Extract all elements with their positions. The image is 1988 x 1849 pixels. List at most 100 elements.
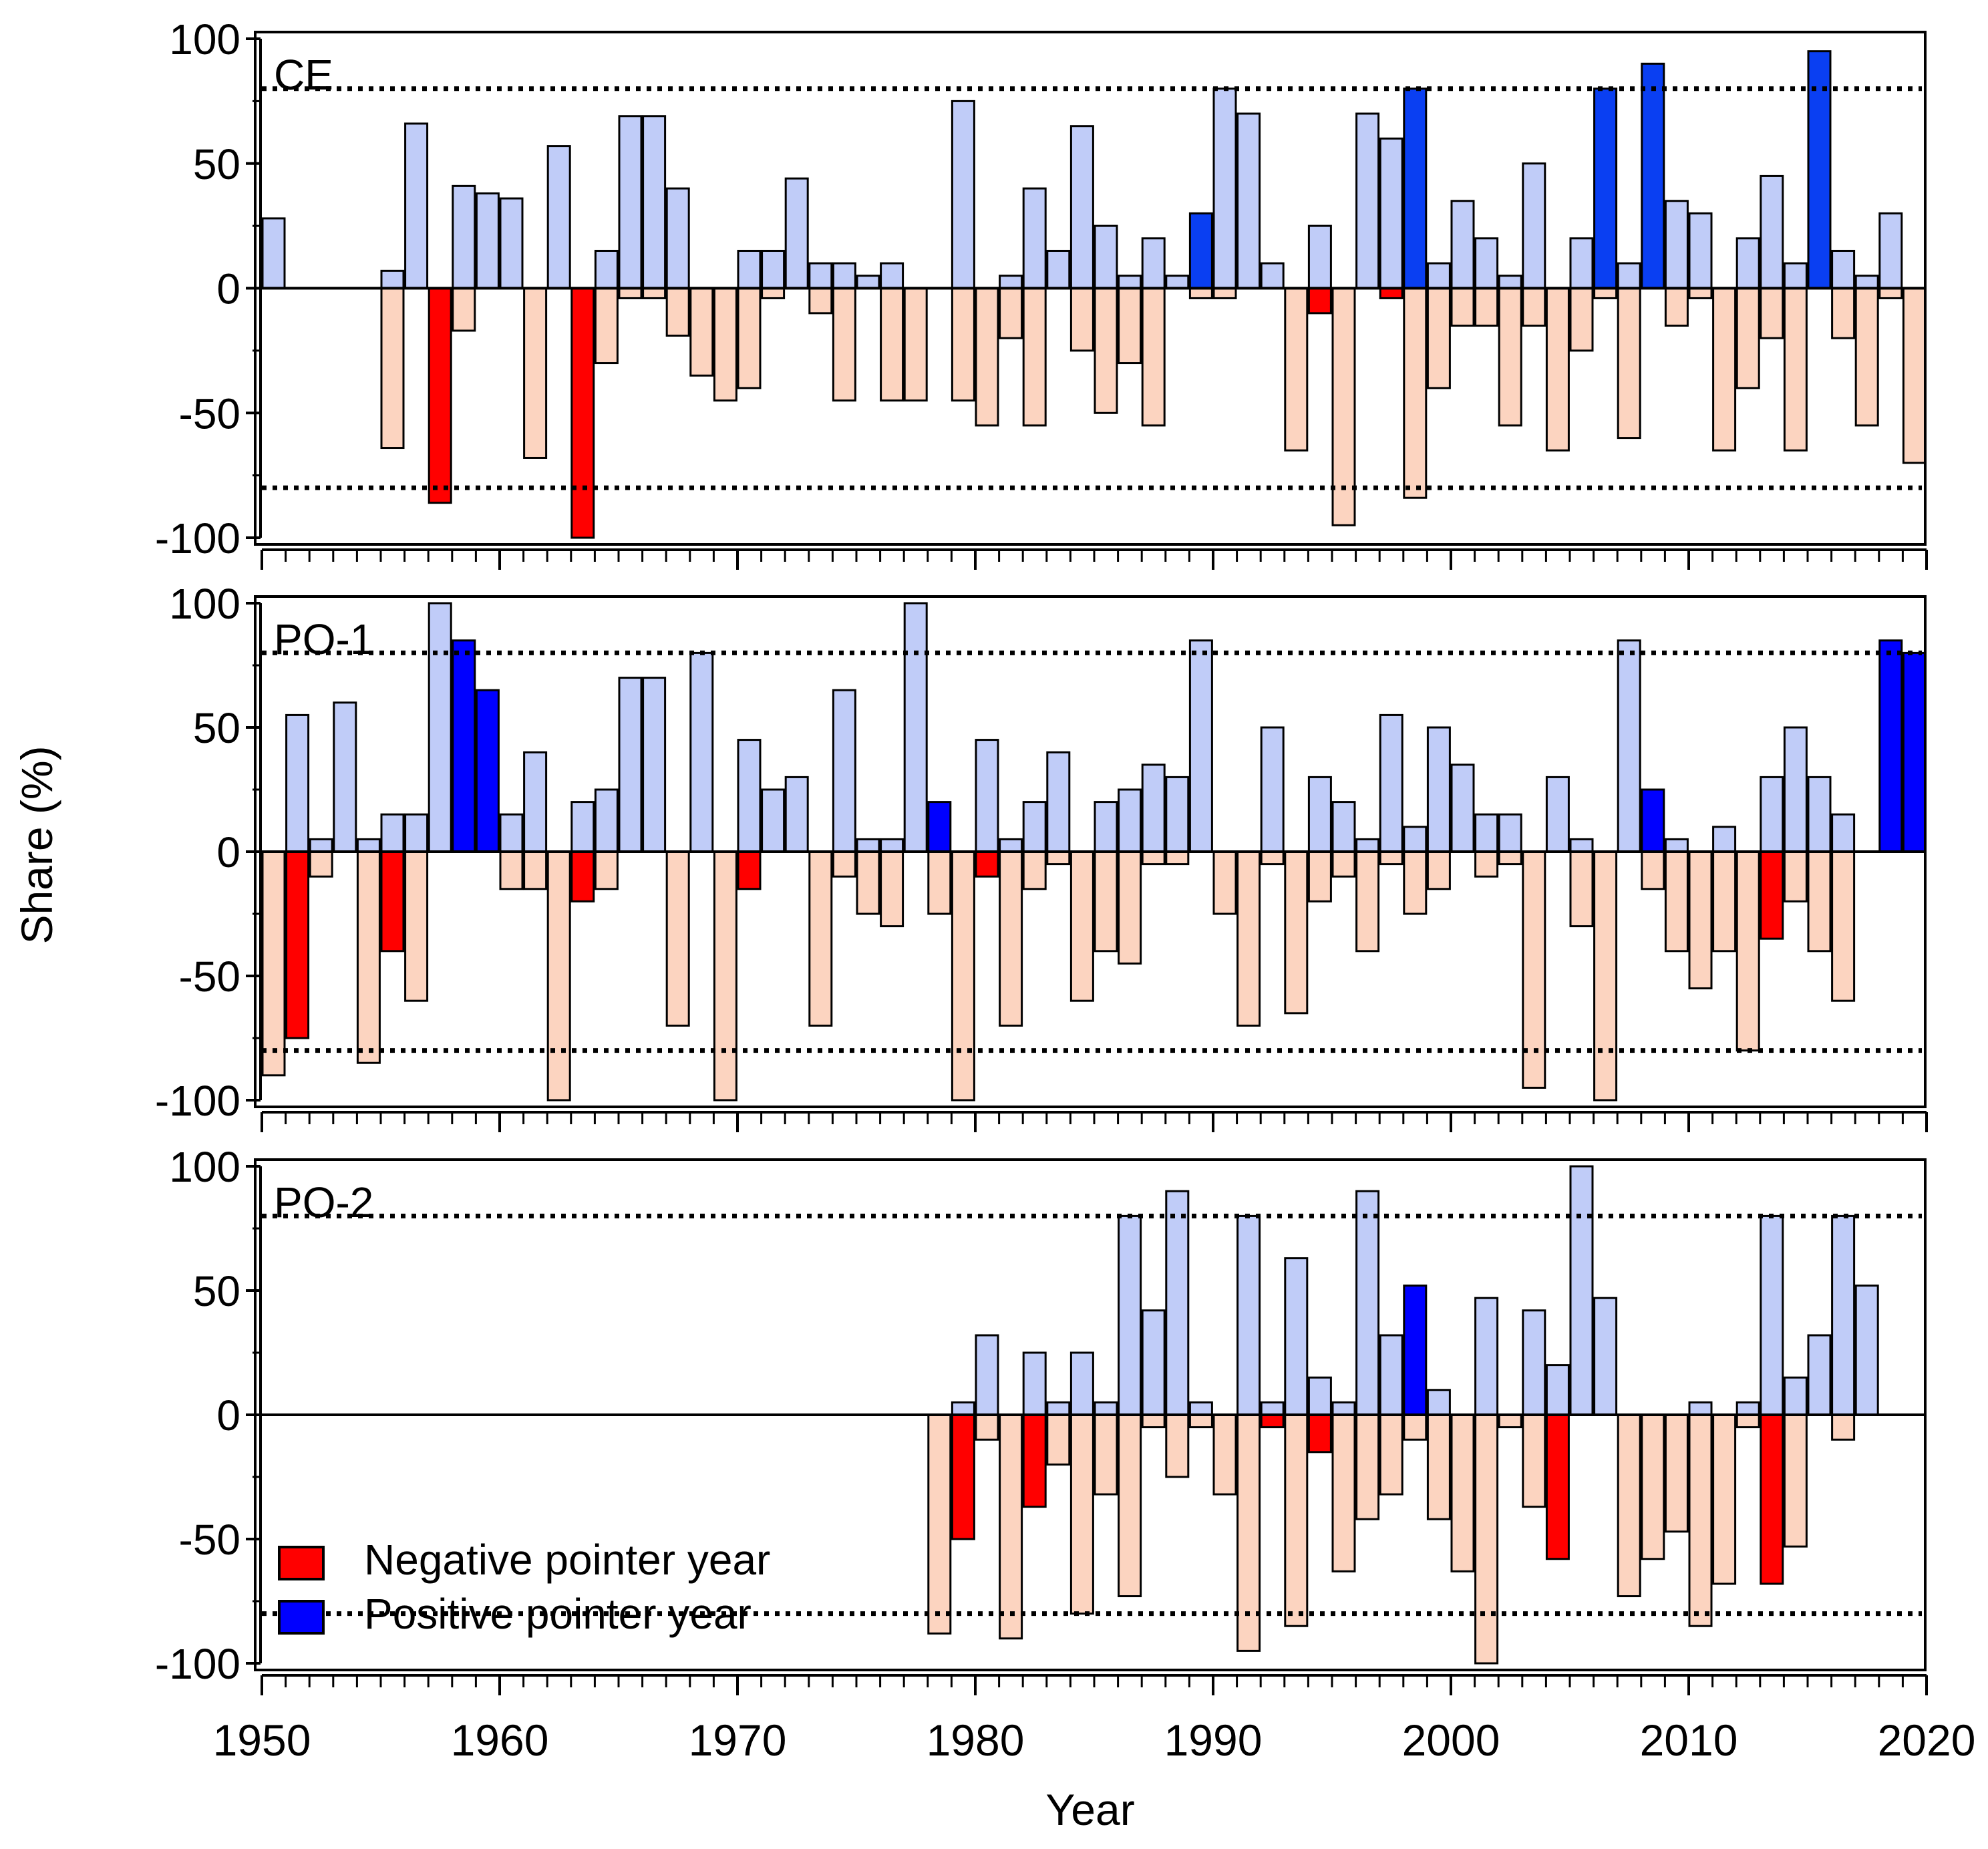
- negative-pointer-bar: [285, 850, 310, 1039]
- positive-pointer-bar: [475, 689, 500, 853]
- positive-bar: [1712, 826, 1737, 853]
- negative-bar: [856, 850, 880, 915]
- positive-bar: [1022, 801, 1047, 853]
- positive-bar: [1474, 237, 1499, 289]
- x-axis-label: Year: [1045, 1785, 1134, 1834]
- positive-bar: [1331, 1401, 1356, 1416]
- negative-bar: [452, 287, 476, 332]
- negative-bar: [1212, 1413, 1237, 1496]
- negative-bar: [618, 287, 643, 299]
- negative-bar: [1331, 850, 1356, 878]
- negative-bar: [1355, 1413, 1380, 1520]
- positive-bar: [1807, 1334, 1832, 1416]
- positive-bar: [1498, 813, 1522, 853]
- positive-bar: [1307, 224, 1332, 289]
- negative-bar: [1902, 287, 1927, 464]
- negative-bar: [1118, 850, 1142, 965]
- x-tick-label: 1960: [451, 1715, 549, 1765]
- negative-bar: [1118, 287, 1142, 365]
- positive-bar: [999, 838, 1023, 853]
- positive-bar: [523, 751, 548, 853]
- negative-pointer-bar: [570, 287, 595, 539]
- negative-bar: [1593, 850, 1618, 1102]
- x-tick-label: 1990: [1164, 1715, 1263, 1765]
- y-tick-label: -100: [155, 1077, 240, 1125]
- positive-bar: [1545, 1364, 1570, 1416]
- positive-bar: [285, 713, 310, 853]
- negative-bar: [880, 850, 904, 928]
- y-tick-label: 100: [169, 15, 240, 63]
- positive-bar: [1450, 200, 1475, 289]
- positive-bar: [1046, 249, 1071, 290]
- negative-bar: [1641, 850, 1665, 890]
- negative-bar: [1831, 287, 1856, 339]
- positive-bar: [333, 701, 357, 853]
- negative-bars: [927, 1413, 1856, 1665]
- negative-bar: [1569, 287, 1594, 352]
- negative-bar: [665, 287, 690, 337]
- positive-bar: [1854, 1285, 1879, 1416]
- positive-bar: [1022, 187, 1047, 289]
- negative-pointer-bar: [737, 850, 762, 890]
- x-tick-label: 2010: [1640, 1715, 1738, 1765]
- positive-pointer-bar: [1807, 50, 1832, 290]
- positive-bar: [1735, 237, 1760, 289]
- negative-bars: [261, 850, 1856, 1102]
- negative-pointer-bar: [380, 850, 405, 953]
- x-ticks: [261, 1112, 1928, 1132]
- negative-bar: [1188, 287, 1213, 299]
- positive-bar: [1188, 639, 1213, 853]
- negative-bar: [1617, 1413, 1641, 1598]
- negative-bar: [1807, 850, 1832, 953]
- positive-bar: [594, 788, 619, 853]
- negative-pointer-bar: [951, 1413, 975, 1540]
- positive-bar: [499, 813, 524, 853]
- positive-bar: [452, 184, 476, 289]
- negative-bar: [1854, 287, 1879, 427]
- negative-bar: [1284, 1413, 1309, 1627]
- positive-bar: [1569, 237, 1594, 289]
- negative-bar: [261, 850, 286, 1077]
- negative-bar: [404, 850, 429, 1002]
- positive-bar: [975, 1334, 999, 1416]
- negative-bar: [1783, 850, 1808, 902]
- positive-bar: [1783, 726, 1808, 853]
- positive-bar: [380, 813, 405, 853]
- positive-bar: [1141, 764, 1166, 853]
- y-tick-label: 50: [193, 140, 240, 188]
- positive-bar: [784, 776, 809, 853]
- legend: Negative pointer year Positive pointer y…: [278, 1536, 770, 1638]
- positive-bar: [1854, 275, 1879, 290]
- negative-bar: [594, 850, 619, 890]
- negative-bar: [1498, 1413, 1522, 1429]
- negative-bar: [1094, 850, 1118, 953]
- y-tick-label: 100: [169, 1143, 240, 1191]
- x-tick-label: 2000: [1402, 1715, 1500, 1765]
- positive-bar: [1022, 1351, 1047, 1416]
- panel-label: CE: [274, 51, 333, 99]
- negative-bar: [1212, 850, 1237, 915]
- positive-bar: [428, 602, 452, 853]
- negative-bar: [1593, 287, 1618, 299]
- positive-bar: [404, 122, 429, 289]
- negative-bar: [1118, 1413, 1142, 1598]
- positive-bar: [1141, 1309, 1166, 1416]
- positive-bar: [1426, 262, 1451, 289]
- positive-bar: [1046, 751, 1071, 853]
- negative-bar: [1831, 1413, 1856, 1441]
- positive-bar: [832, 689, 856, 853]
- positive-bar: [1331, 801, 1356, 853]
- legend-positive-swatch: [278, 1600, 325, 1635]
- negative-bar: [380, 287, 405, 450]
- positive-bar: [1355, 838, 1380, 853]
- positive-pointer-bar: [1878, 639, 1903, 853]
- y-ticks: 100 50 0 -50 -100: [155, 580, 261, 1125]
- positive-bar: [880, 838, 904, 853]
- negative-bar: [642, 287, 667, 299]
- positive-pointer-bar: [1641, 788, 1665, 853]
- positive-bar: [1522, 1309, 1546, 1416]
- negative-bar: [1403, 850, 1428, 915]
- positive-bar: [1498, 275, 1522, 290]
- positive-bar: [1046, 1401, 1071, 1416]
- negative-bar: [1165, 1413, 1190, 1478]
